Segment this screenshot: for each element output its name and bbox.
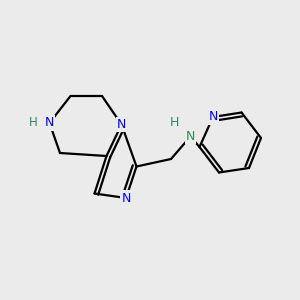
Text: H: H [169, 116, 179, 130]
Text: N: N [186, 130, 195, 143]
Text: N: N [121, 191, 131, 205]
Text: N: N [117, 118, 126, 131]
Text: N: N [45, 116, 54, 130]
Text: N: N [208, 110, 218, 124]
Text: H: H [28, 116, 38, 130]
